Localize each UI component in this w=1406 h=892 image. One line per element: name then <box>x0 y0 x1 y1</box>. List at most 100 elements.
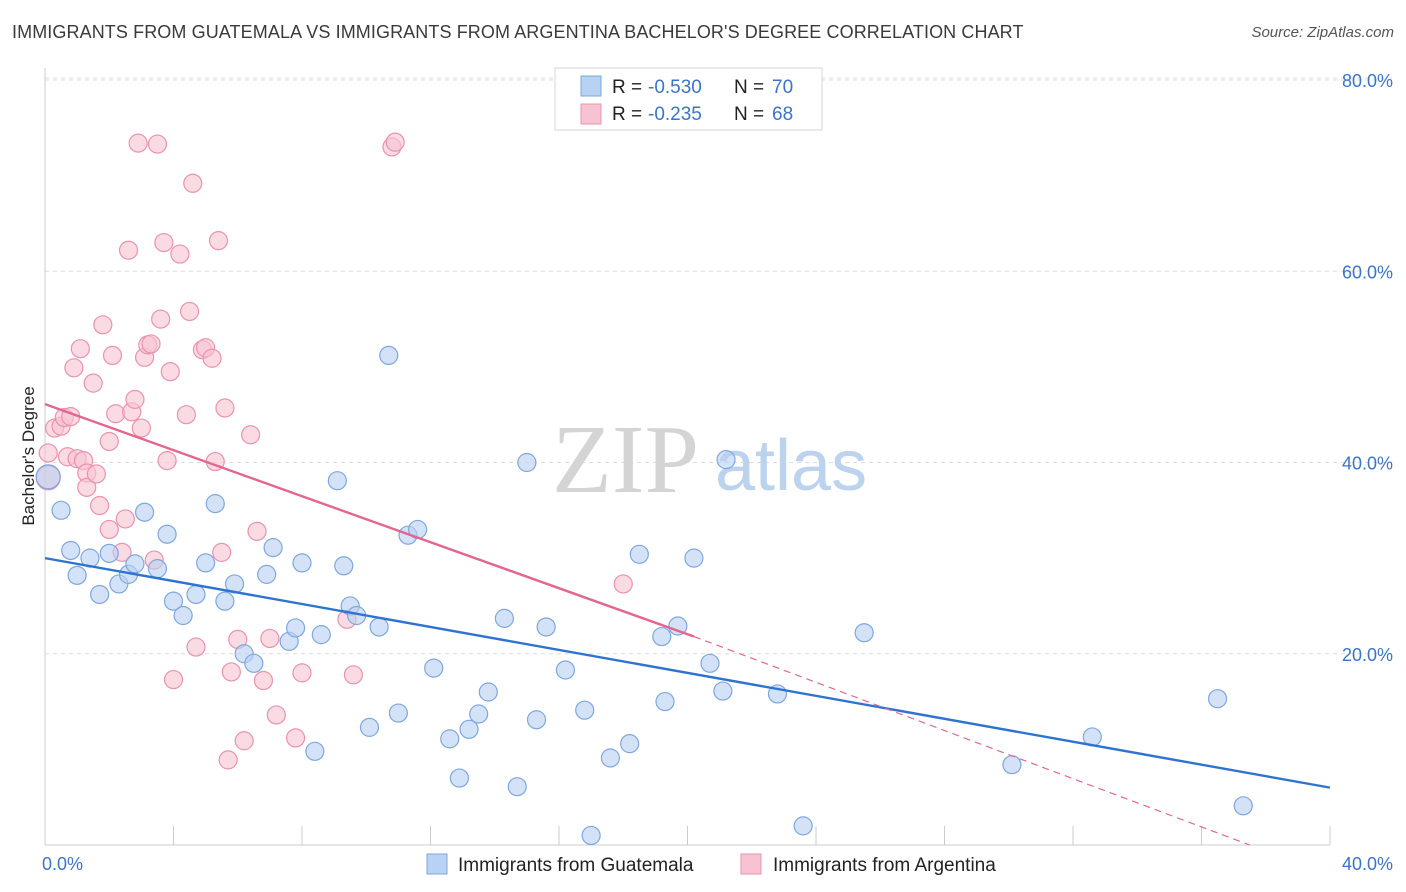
guatemala-point <box>1233 796 1253 816</box>
guatemala-point <box>581 825 601 846</box>
argentina-point <box>218 750 238 770</box>
guatemala-point <box>536 617 556 637</box>
guatemala-point <box>440 729 460 749</box>
argentina-point <box>106 404 126 424</box>
guatemala-point <box>173 605 193 626</box>
guatemala-point <box>620 734 640 754</box>
guatemala-point <box>311 625 331 645</box>
guatemala-point <box>305 741 325 761</box>
argentina-point <box>83 373 103 393</box>
guatemala-point <box>684 548 704 568</box>
y-tick-label: 60.0% <box>1342 262 1393 282</box>
x-ticks <box>44 826 1331 845</box>
guatemala-point <box>652 626 672 647</box>
guatemala-point <box>359 717 380 737</box>
grid-lines <box>45 77 1392 655</box>
argentina-point <box>154 232 174 253</box>
guatemala-point <box>334 556 354 576</box>
legend-swatch-argentina <box>580 103 602 125</box>
guatemala-point <box>555 660 576 680</box>
argentina-point <box>202 348 222 368</box>
argentina-point <box>118 240 139 260</box>
guatemala-point <box>575 700 595 720</box>
argentina-point <box>160 362 180 382</box>
argentina-point <box>285 728 306 748</box>
argentina-point <box>266 705 286 725</box>
guatemala-point <box>700 653 720 673</box>
legend-swatch-guatemala <box>580 75 602 97</box>
legend-r-value: -0.235 <box>648 104 702 125</box>
guatemala-point <box>1207 689 1228 709</box>
argentina-points <box>35 132 633 770</box>
argentina-point <box>234 731 254 751</box>
guatemala-point <box>600 748 621 768</box>
legend-n-label: N = <box>734 104 764 125</box>
guatemala-point <box>494 608 514 628</box>
legend-box: R = -0.530 N = 70 R = -0.235 N = 68 <box>554 67 823 131</box>
guatemala-point <box>157 524 177 544</box>
y-tick-label: 40.0% <box>1342 454 1393 474</box>
guatemala-point <box>163 591 184 611</box>
guatemala-point <box>854 623 874 643</box>
legend-r-value: -0.530 <box>648 77 702 98</box>
argentina-point <box>176 405 196 425</box>
guatemala-point <box>526 710 547 730</box>
argentina-point <box>163 669 184 690</box>
guatemala-point <box>469 704 489 724</box>
guatemala-point <box>713 681 733 701</box>
legend-r-label: R = <box>612 77 642 98</box>
argentina-point <box>86 464 107 484</box>
argentina-trend-extension <box>693 635 1250 846</box>
guatemala-points <box>35 345 1253 846</box>
argentina-point <box>38 443 58 463</box>
x-tick-label-min: 0.0% <box>42 854 83 874</box>
argentina-point <box>131 418 151 438</box>
y-axis-label: Bachelor's Degree <box>19 386 38 525</box>
guatemala-point <box>215 591 235 611</box>
guatemala-point <box>379 345 399 365</box>
bottom-legend-swatch-guatemala <box>426 853 448 875</box>
argentina-point <box>260 628 280 649</box>
argentina-point <box>613 574 633 594</box>
legend-n-label: N = <box>734 77 764 98</box>
bottom-legend-label-argentina: Immigrants from Argentina <box>773 855 996 876</box>
argentina-point <box>70 339 90 359</box>
guatemala-point <box>716 450 736 470</box>
bottom-legend-label-guatemala: Immigrants from Guatemala <box>458 855 694 876</box>
argentina-point <box>99 519 119 540</box>
argentina-point <box>247 521 267 541</box>
guatemala-point <box>196 553 216 573</box>
y-tick-label: 80.0% <box>1342 71 1393 91</box>
argentina-point <box>385 132 405 152</box>
argentina-point <box>241 425 261 445</box>
guatemala-point <box>629 544 649 564</box>
argentina-point <box>221 662 241 682</box>
guatemala-point <box>61 540 81 561</box>
guatemala-point <box>186 584 206 605</box>
guatemala-point <box>134 502 155 522</box>
guatemala-point <box>655 691 675 712</box>
argentina-point <box>93 315 113 335</box>
guatemala-point <box>244 653 264 673</box>
guatemala-point <box>51 500 71 520</box>
guatemala-point <box>90 584 110 605</box>
bottom-legend: Immigrants from Guatemala Immigrants fro… <box>426 853 996 876</box>
y-tick-label: 20.0% <box>1342 645 1393 665</box>
trend-lines <box>44 403 1331 846</box>
chart-title: IMMIGRANTS FROM GUATEMALA VS IMMIGRANTS … <box>12 22 1024 42</box>
guatemala-point <box>67 565 87 585</box>
guatemala-point <box>388 703 408 723</box>
guatemala-point <box>205 494 225 514</box>
guatemala-point <box>285 618 306 638</box>
guatemala-point <box>793 816 813 836</box>
argentina-point <box>141 334 161 354</box>
argentina-trend-line <box>44 403 695 638</box>
argentina-point <box>77 477 97 497</box>
source-label: Source: ZipAtlas.com <box>1251 24 1394 41</box>
guatemala-point <box>369 617 389 637</box>
argentina-point <box>343 665 363 685</box>
x-tick-label-max: 40.0% <box>1342 854 1393 874</box>
guatemala-point <box>1002 755 1022 775</box>
argentina-point <box>215 398 235 418</box>
argentina-point <box>99 431 119 452</box>
